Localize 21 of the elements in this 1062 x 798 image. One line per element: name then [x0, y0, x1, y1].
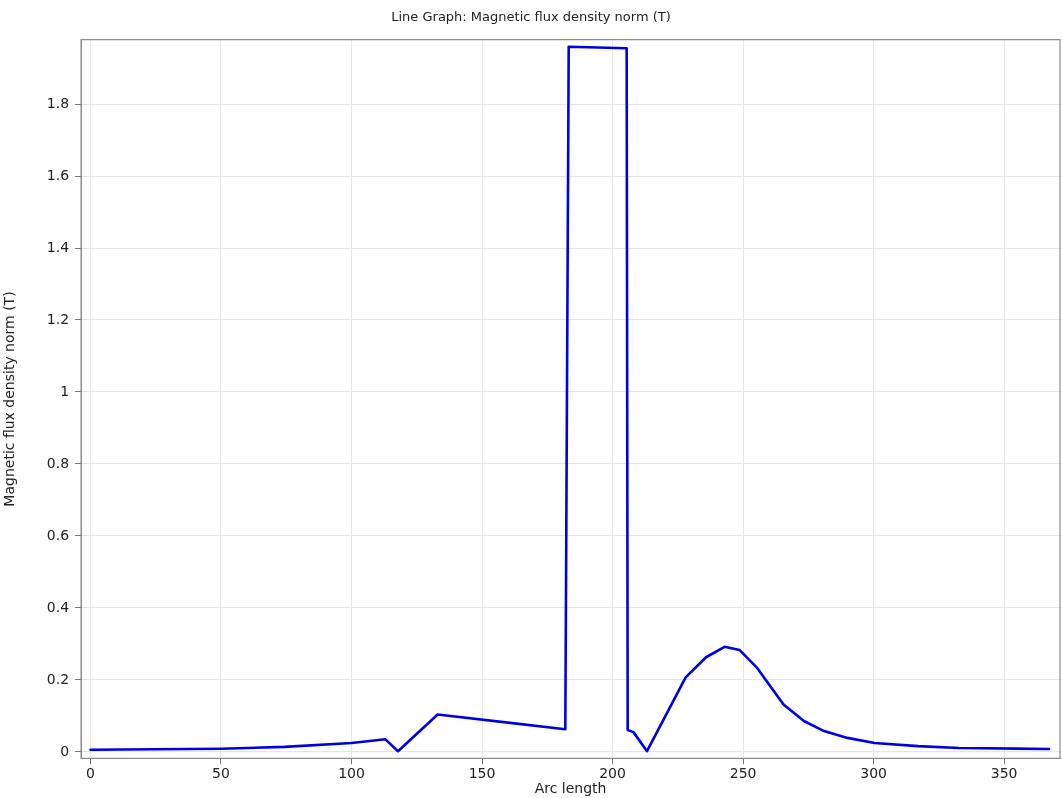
y-axis-title: Magnetic flux density norm (T) [1, 291, 18, 507]
x-tick-label: 0 [86, 765, 95, 782]
y-tick-label: 0.8 [46, 454, 70, 471]
y-tick-label: 1.2 [46, 310, 70, 327]
x-tick-label: 350 [990, 765, 1018, 782]
x-tick-label: 250 [729, 765, 757, 782]
x-tick-label: 50 [212, 765, 230, 782]
y-tick-label: 1.4 [46, 238, 70, 255]
x-axis-title: Arc length [534, 780, 607, 797]
chart-title: Line Graph: Magnetic flux density norm (T) [391, 9, 671, 25]
y-tick-label: 1.8 [46, 94, 70, 111]
y-tick-label: 1.6 [46, 166, 70, 183]
x-tick-label: 200 [599, 765, 626, 782]
y-tick-label: 0 [60, 742, 70, 759]
y-tick-label: 0.6 [46, 526, 70, 543]
y-tick-label: 0.2 [46, 670, 70, 687]
y-tick-label: 0.4 [46, 598, 70, 615]
y-tick-label: 1 [60, 382, 70, 399]
x-tick-label: 100 [338, 765, 365, 782]
x-tick-label: 150 [468, 765, 496, 782]
x-tick-label: 300 [860, 765, 887, 782]
